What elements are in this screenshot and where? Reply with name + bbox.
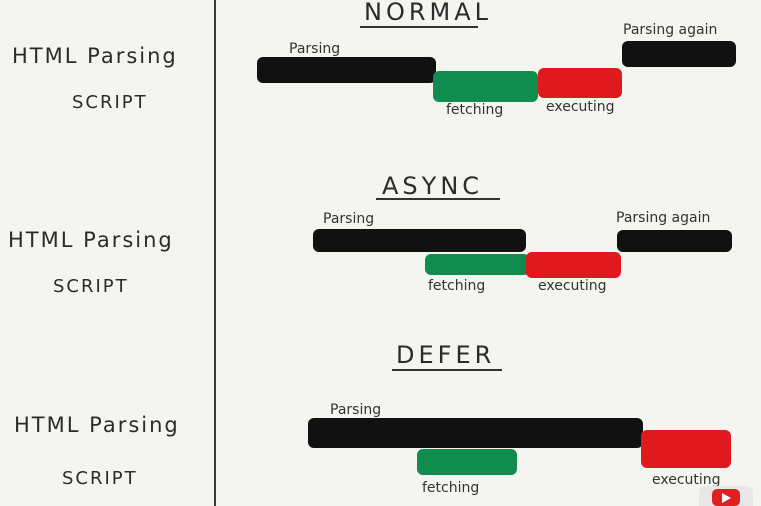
normal-executing-bar: [538, 68, 622, 98]
youtube-button[interactable]: [699, 486, 753, 506]
async-parsing-again-bar: [617, 230, 732, 252]
async-executing-label: executing: [538, 278, 607, 294]
async-parsing-again-label: Parsing again: [616, 210, 711, 226]
normal-executing-label: executing: [546, 99, 615, 115]
normal-heading-underline: [360, 26, 478, 28]
normal-parsing-again-bar: [622, 41, 736, 67]
defer-script-label: SCRIPT: [62, 468, 138, 489]
normal-parsing-again-label: Parsing again: [623, 22, 718, 38]
defer-parsing-label: Parsing: [330, 402, 382, 418]
defer-html-parsing-label: HTML Parsing: [14, 413, 180, 437]
async-heading: ASYNC: [382, 172, 484, 200]
async-parsing-label: Parsing: [323, 211, 375, 227]
defer-fetching-bar: [417, 449, 517, 475]
normal-heading: NORMAL: [364, 0, 493, 26]
vertical-divider: [214, 0, 216, 506]
defer-parsing-bar: [308, 418, 643, 448]
async-executing-bar: [526, 252, 621, 278]
defer-heading-underline: [392, 369, 502, 371]
normal-fetching-label: fetching: [446, 102, 504, 118]
defer-fetching-label: fetching: [422, 480, 480, 496]
defer-executing-bar: [641, 430, 731, 468]
async-fetching-label: fetching: [428, 278, 486, 294]
async-parsing-bar: [313, 229, 526, 252]
defer-heading: DEFER: [396, 341, 496, 369]
defer-executing-label: executing: [652, 472, 721, 488]
async-html-parsing-label: HTML Parsing: [8, 228, 174, 252]
normal-parsing-bar: [257, 57, 436, 83]
youtube-play-icon: [712, 489, 740, 506]
normal-html-parsing-label: HTML Parsing: [12, 44, 178, 68]
normal-fetching-bar: [433, 71, 538, 102]
async-fetching-bar: [425, 254, 530, 275]
normal-script-label: SCRIPT: [72, 92, 148, 113]
async-heading-underline: [376, 198, 500, 200]
async-script-label: SCRIPT: [53, 276, 129, 297]
normal-parsing-label: Parsing: [289, 41, 341, 57]
